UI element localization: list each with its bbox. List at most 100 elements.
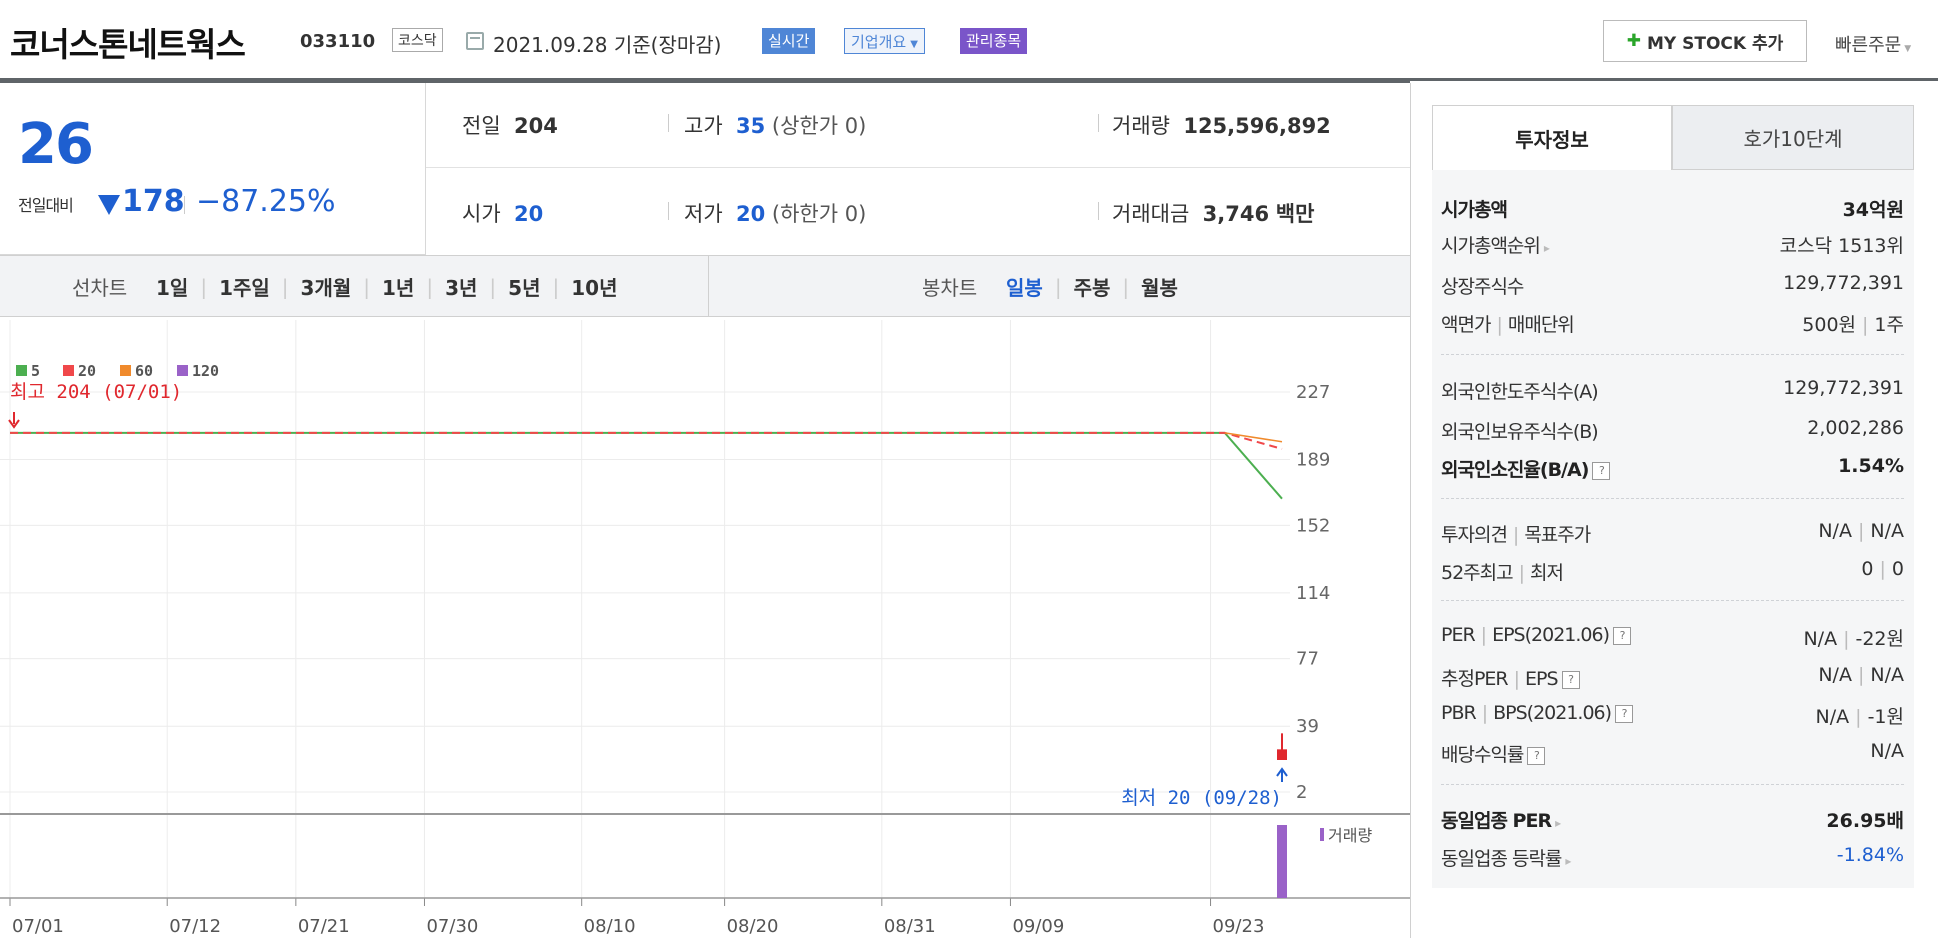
header-divider-right [1410, 78, 1938, 81]
period-tab-2[interactable]: 3개월 [300, 276, 352, 300]
quick-order-menu[interactable]: 빠른주문 ▼ [1835, 31, 1911, 57]
info-label: PER | EPS(2021.06)? [1441, 624, 1631, 651]
ma20-line [10, 431, 1283, 450]
info-value: 129,772,391 [1783, 272, 1904, 294]
info-divider [1441, 784, 1904, 785]
add-mystock-button[interactable]: ✚ MY STOCK 추가 [1603, 20, 1807, 62]
help-icon[interactable]: ? [1527, 746, 1546, 765]
stat-label: 거래대금 [1112, 202, 1190, 226]
x-tick-label: 07/30 [426, 916, 478, 937]
stat-amount: 거래대금 3,746 백만 [1112, 198, 1314, 228]
y-tick-label: 189 [1296, 450, 1330, 471]
info-label: 상장주식수 [1441, 276, 1524, 298]
legend-swatch [63, 365, 74, 376]
legend-swatch [177, 365, 188, 376]
stat-label: 시가 [462, 202, 501, 226]
tab-investment-info[interactable]: 투자정보 [1432, 105, 1672, 170]
corp-overview-dropdown[interactable]: 기업개요 ▼ [844, 28, 925, 54]
info-divider [1441, 354, 1904, 355]
info-label: 배당수익률? [1441, 740, 1546, 767]
tab-orderbook-10[interactable]: 호가10단계 [1672, 105, 1914, 170]
ma60-line [1224, 432, 1283, 443]
period-tab-1[interactable]: 1주일 [219, 276, 270, 300]
separator: | [1054, 274, 1062, 299]
stat-value: 20 [736, 202, 766, 226]
info-value: 500원 | 1주 [1802, 314, 1904, 336]
info-value: 코스닥 1513위 [1779, 235, 1904, 257]
investment-info-panel [1432, 170, 1914, 888]
info-cap-rank[interactable]: 시가총액순위 ▸ 코스닥 1513위 [1441, 231, 1904, 258]
low-annotation: 최저 20 (09/28) [1121, 787, 1282, 809]
line-chart-label: 선차트 [72, 276, 128, 300]
help-icon[interactable]: ? [1615, 704, 1634, 723]
info-value: -1.84% [1836, 844, 1904, 866]
info-value: 34억원 [1842, 199, 1904, 221]
period-bar [0, 255, 1410, 317]
down-triangle-icon [98, 195, 120, 215]
info-sector-change[interactable]: 동일업종 등락률 ▸ -1.84% [1441, 844, 1904, 871]
candle-tab-1[interactable]: 주봉 [1073, 276, 1111, 300]
x-tick-label: 09/23 [1213, 916, 1265, 937]
prev-compare-label: 전일대비 [18, 196, 74, 215]
x-tick-label: 09/09 [1012, 916, 1064, 937]
chevron-down-icon: ▼ [1904, 44, 1912, 54]
low-arrow-icon [1276, 767, 1288, 777]
company-name: 코너스톤네트웍스 [10, 25, 246, 64]
price-box [0, 83, 426, 255]
chevron-right-icon: ▸ [1565, 854, 1571, 868]
info-label: 외국인소진율(B/A)? [1441, 455, 1611, 482]
info-divider [1441, 498, 1904, 499]
candle-chart-label: 봉차트 [922, 276, 978, 300]
ma5-line [10, 431, 1283, 500]
x-tick-label: 07/12 [169, 916, 221, 937]
chart-svg: 227 189 152 114 77 39 2 07/01 07/12 07/21 07/30 08/… [0, 320, 1410, 937]
header-divider [0, 78, 1410, 83]
legend-swatch [120, 365, 131, 376]
stat-label: 고가 [684, 114, 723, 138]
help-icon[interactable]: ? [1592, 461, 1611, 480]
legend-label: 5 [31, 362, 40, 380]
info-value: N/A | N/A [1818, 664, 1904, 686]
info-label: 외국인보유주식수(B) [1441, 421, 1599, 443]
info-par-unit: 액면가 | 매매단위 500원 | 1주 [1441, 310, 1904, 337]
info-label: 동일업종 등락률 ▸ [1441, 848, 1571, 870]
add-mystock-label: MY STOCK 추가 [1646, 33, 1784, 54]
stock-chart[interactable]: 227 189 152 114 77 39 2 07/01 07/12 07/21 07/30 08/… [0, 320, 1410, 938]
stock-code: 033110 [300, 31, 376, 52]
info-sector-per[interactable]: 동일업종 PER ▸ 26.95배 [1441, 806, 1904, 833]
separator: | [489, 274, 497, 299]
period-tab-4[interactable]: 3년 [445, 276, 478, 300]
admin-stock-badge: 관리종목 [960, 28, 1028, 54]
separator: | [363, 274, 371, 299]
line-period-tabs: 1일 | 1주일 | 3개월 | 1년 | 3년 | 5년 | 10년 [156, 272, 617, 301]
separator [184, 196, 185, 214]
y-tick-label: 77 [1296, 649, 1319, 670]
period-tab-0[interactable]: 1일 [156, 276, 189, 300]
info-pbr-bps: PBR | BPS(2021.06)? N/A | -1원 [1441, 702, 1904, 729]
help-icon[interactable]: ? [1561, 670, 1580, 689]
x-tick-label: 08/10 [584, 916, 636, 937]
market-tag: 코스닥 [392, 28, 443, 52]
candle-tab-0[interactable]: 일봉 [1006, 276, 1043, 300]
stat-value: 35 [736, 114, 766, 138]
calendar-icon [466, 32, 484, 50]
current-price: 26 [18, 112, 94, 177]
info-listed-shares: 상장주식수 129,772,391 [1441, 272, 1904, 299]
period-tab-3[interactable]: 1년 [382, 276, 415, 300]
realtime-badge[interactable]: 실시간 [762, 28, 816, 54]
candle-tab-2[interactable]: 월봉 [1141, 276, 1178, 300]
period-tab-6[interactable]: 10년 [571, 276, 618, 300]
stat-high: 고가 35 (상한가 0) [684, 110, 866, 140]
volume-label: 거래량 [1328, 826, 1372, 845]
stat-value: 20 [514, 202, 544, 226]
info-foreign-ratio: 외국인소진율(B/A)? 1.54% [1441, 455, 1904, 482]
candle-period-tabs: 일봉 | 주봉 | 월봉 [1006, 272, 1178, 301]
help-icon[interactable]: ? [1613, 626, 1631, 645]
info-label: 외국인한도주식수(A) [1441, 381, 1599, 403]
candle-body [1277, 749, 1287, 760]
period-tab-5[interactable]: 5년 [508, 276, 541, 300]
info-est-per-eps: 추정PER | EPS? N/A | N/A [1441, 664, 1904, 691]
stat-sub: (상한가 0) [771, 114, 867, 138]
info-market-cap: 시가총액 34억원 [1441, 195, 1904, 222]
period-bar-divider [708, 256, 709, 316]
